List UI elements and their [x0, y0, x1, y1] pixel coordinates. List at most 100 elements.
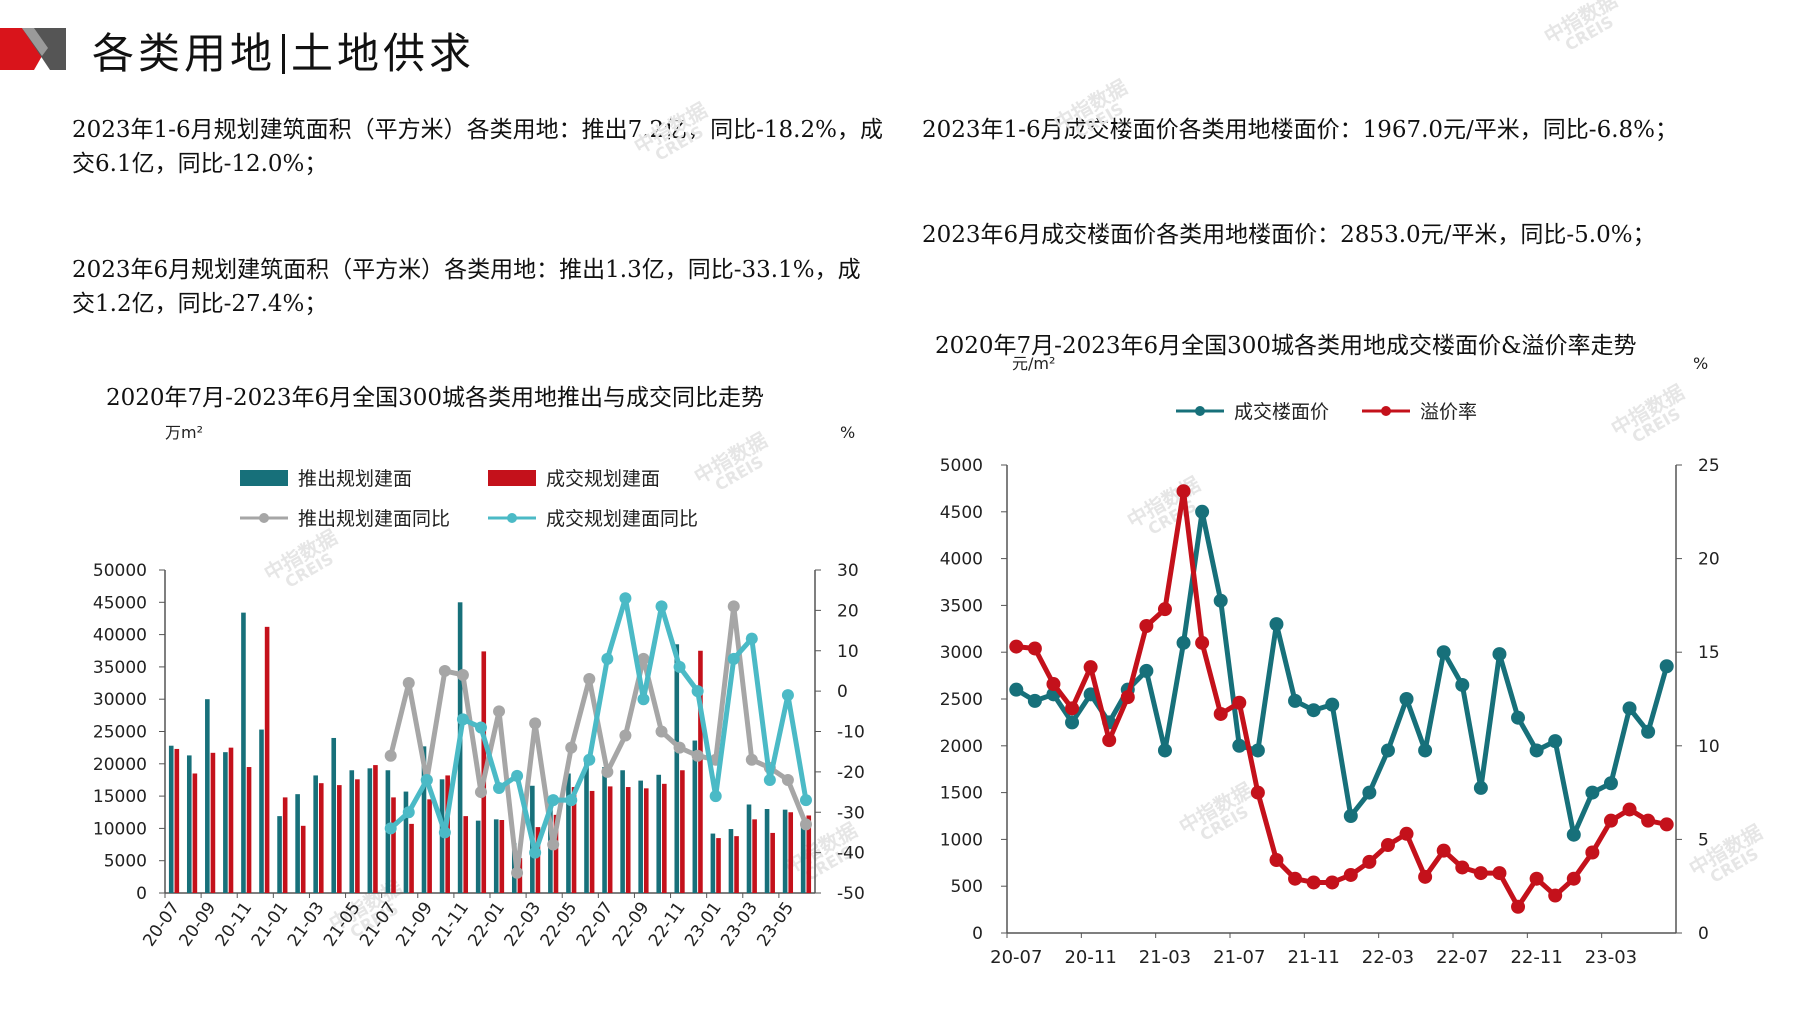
summary-price-june: 2023年6月成交楼面价各类用地楼面价：2853.0元/平米，同比-5.0%； — [922, 222, 1656, 248]
chart1-bar-supply — [782, 809, 788, 893]
chart2-line-premium-point — [1585, 845, 1600, 860]
chart1-x-tick-label: 22-07 — [573, 898, 618, 950]
chart1-line-deal-yoy-point — [745, 632, 758, 645]
chart2-line-price-point — [1157, 743, 1172, 758]
chart2-line-premium-point — [1659, 817, 1674, 832]
chart1-bar-deal — [680, 770, 685, 893]
chart2-line-premium-point — [1139, 618, 1154, 633]
summary-supply-june: 2023年6月规划建筑面积（平方米）各类用地：推出1.3亿，同比-33.1%，成… — [72, 257, 861, 317]
chart1-line-supply-yoy-point — [402, 677, 415, 690]
chart1-bar-deal — [228, 747, 234, 893]
chart2-legend-premium-marker — [1381, 406, 1391, 416]
chart2-line-premium-point — [1603, 813, 1618, 828]
chart2-line-premium-point — [1269, 852, 1284, 867]
chart2-line-price-point — [1232, 738, 1247, 753]
chart1-line-deal-yoy-point — [781, 689, 794, 702]
chart1-left-tick-label: 25000 — [93, 723, 147, 743]
chart2-line-premium-point — [1046, 677, 1061, 692]
chart1-bar-deal — [463, 816, 469, 893]
chart1-bar-supply — [313, 775, 318, 893]
chart1-line-deal-yoy-point — [547, 794, 560, 807]
chart1-bar-supply — [186, 755, 192, 893]
chart1-left-tick-label: 40000 — [93, 626, 147, 646]
chart2-line-price-point — [1511, 710, 1526, 725]
chart2-line-price-point — [1362, 785, 1377, 800]
chart1-right-tick-label: -50 — [837, 884, 865, 904]
chart1-line-deal-yoy-point — [691, 685, 704, 698]
chart1-bar-supply — [800, 821, 806, 893]
chart1-legend-supply-yoy-marker — [259, 513, 269, 523]
chart1-bar-supply — [277, 816, 282, 893]
chart1-bar-deal — [788, 812, 794, 893]
chart2-line-price-point — [1288, 693, 1303, 708]
chart1-right-tick-label: -10 — [837, 723, 865, 743]
chart1-x-tick-label: 21-07 — [356, 898, 401, 950]
chart1-bar-deal — [391, 797, 396, 893]
chart1-left-tick-label: 15000 — [93, 787, 147, 807]
chart2-line-price-point — [1325, 697, 1340, 712]
chart1-x-tick-label: 22-01 — [464, 898, 509, 950]
chart1-right-tick-label: -30 — [837, 803, 865, 823]
chart1-bar-deal — [355, 779, 360, 893]
chart1-legend-deal-label: 成交规划建面 — [546, 468, 660, 490]
chart1-bar-supply — [168, 745, 174, 893]
chart2-line-premium-point — [1380, 838, 1395, 853]
chart1-line-deal-yoy-point — [384, 822, 397, 835]
chart2-line-price-point — [1585, 785, 1600, 800]
chart1-x-tick-label: 23-01 — [681, 898, 726, 950]
chart2-line-price-point — [1399, 692, 1414, 706]
chart2-line-price-point — [1269, 617, 1284, 632]
chart2-left-tick-label: 3500 — [940, 596, 983, 616]
chart2-left-tick-label: 4000 — [940, 550, 983, 570]
chart1-bar-deal — [282, 797, 288, 893]
page-title-topic: 土地供求 — [291, 29, 476, 78]
chart2-line-price-point — [1492, 647, 1507, 662]
chart1-line-deal-yoy-point — [402, 806, 415, 819]
chart1-line-supply-yoy-point — [673, 741, 686, 754]
chart1-bar-supply — [421, 746, 427, 893]
chart2-left-tick-label: 500 — [951, 877, 983, 897]
chart1-left-unit: 万m² — [165, 423, 203, 442]
chart2-left-unit: 元/m² — [1012, 354, 1055, 373]
chart2-line-premium-point — [1566, 871, 1581, 886]
chart1-line-supply-yoy-point — [691, 749, 704, 762]
chart1-line-deal-yoy-point — [474, 721, 487, 734]
chart2-line-premium-point — [1009, 639, 1024, 654]
chart2-line-premium-point — [1473, 866, 1488, 881]
chart2-line-premium-point — [1120, 690, 1135, 705]
chart1-line-supply-yoy-point — [799, 818, 812, 831]
chart1-line-supply-yoy-point — [547, 838, 560, 851]
chart2-line-price-point — [1213, 593, 1228, 608]
chart2-line-price-point — [1380, 743, 1395, 758]
chart1-x-tick-label: 22-05 — [537, 898, 582, 950]
chart2-line-price-point — [1195, 504, 1210, 519]
chart1-legend-deal-yoy-marker — [507, 513, 517, 523]
chart1-x-tick-label: 21-09 — [392, 898, 437, 950]
chart2-line-price-point — [1176, 635, 1191, 650]
chart1-line-supply-yoy-point — [529, 717, 542, 730]
chart1-x-tick-label: 20-09 — [176, 898, 221, 950]
chart1-line-supply-yoy-point — [438, 664, 451, 677]
chart2-line-price-point — [1566, 827, 1581, 842]
chart1-bar-deal — [734, 836, 739, 893]
chart2-x-tick-label: 23-03 — [1585, 947, 1637, 968]
chart2-right-tick-label: 20 — [1698, 550, 1720, 570]
chart1-bar-supply — [728, 829, 734, 893]
chart2-left-tick-label: 0 — [972, 924, 983, 944]
chart1-line-supply-yoy-point — [583, 673, 596, 686]
chart2-right-tick-label: 5 — [1698, 830, 1709, 850]
chart1-bar-supply — [475, 820, 481, 893]
chart2-x-tick-label: 22-07 — [1436, 947, 1488, 968]
chart1-line-deal-yoy-point — [583, 753, 596, 766]
chart2-left-tick-label: 3000 — [940, 643, 983, 663]
chart1-x-tick-label: 21-11 — [428, 898, 473, 950]
chart1-bar-supply — [710, 833, 716, 893]
chart1-x-tick-label: 20-07 — [139, 898, 184, 950]
chart2-line-premium-point — [1157, 602, 1172, 617]
chart1-left-tick-label: 30000 — [93, 690, 147, 710]
chart2-line-premium-point — [1176, 484, 1191, 499]
chart1-line-supply-yoy-point — [474, 786, 487, 799]
chart1-left-tick-label: 5000 — [104, 852, 147, 872]
chart1-bar-supply — [602, 767, 607, 893]
